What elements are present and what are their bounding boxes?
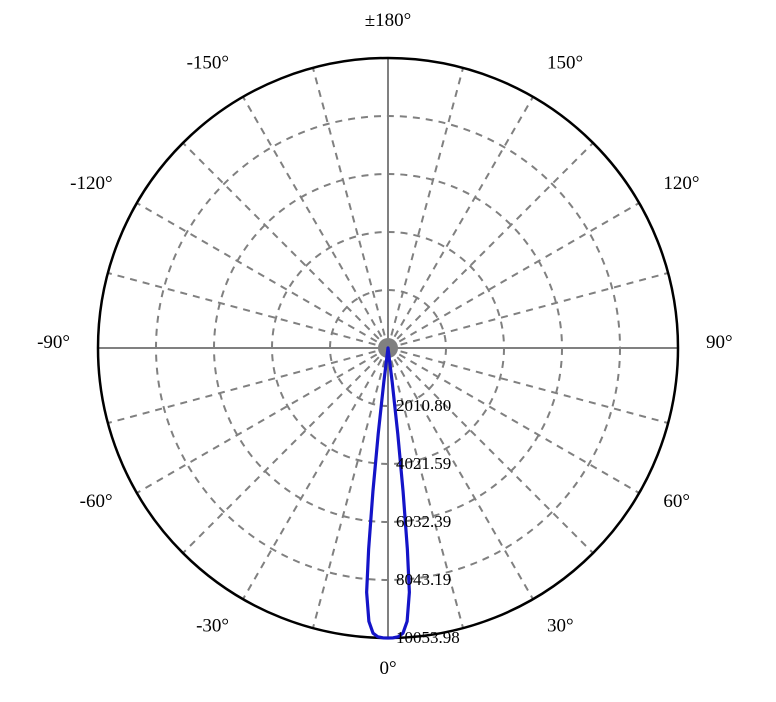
- radial-ring-label: 10053.98: [396, 628, 460, 647]
- radial-ring-label: 4021.59: [396, 454, 451, 473]
- angle-label: 90°: [706, 332, 733, 353]
- radial-ring-label: 8043.19: [396, 570, 451, 589]
- angle-label: -120°: [70, 173, 112, 194]
- angle-label: -90°: [37, 332, 70, 353]
- angle-label: 150°: [547, 53, 583, 74]
- radial-ring-label: 6032.39: [396, 512, 451, 531]
- angle-label: -60°: [80, 491, 113, 512]
- angle-label: 30°: [547, 615, 574, 636]
- polar-chart-svg: 2010.80 4021.59 6032.39 8043.19 10053.98 ±180…: [0, 0, 776, 702]
- angle-label: ±180°: [365, 10, 412, 31]
- angle-label: -150°: [187, 53, 229, 74]
- angle-label: 0°: [379, 658, 396, 679]
- angle-label: -30°: [196, 615, 229, 636]
- radial-ring-label: 2010.80: [396, 396, 451, 415]
- angle-label: 120°: [663, 173, 699, 194]
- angle-label: 60°: [663, 491, 690, 512]
- polar-chart-container: 2010.80 4021.59 6032.39 8043.19 10053.98 ±180…: [0, 0, 776, 702]
